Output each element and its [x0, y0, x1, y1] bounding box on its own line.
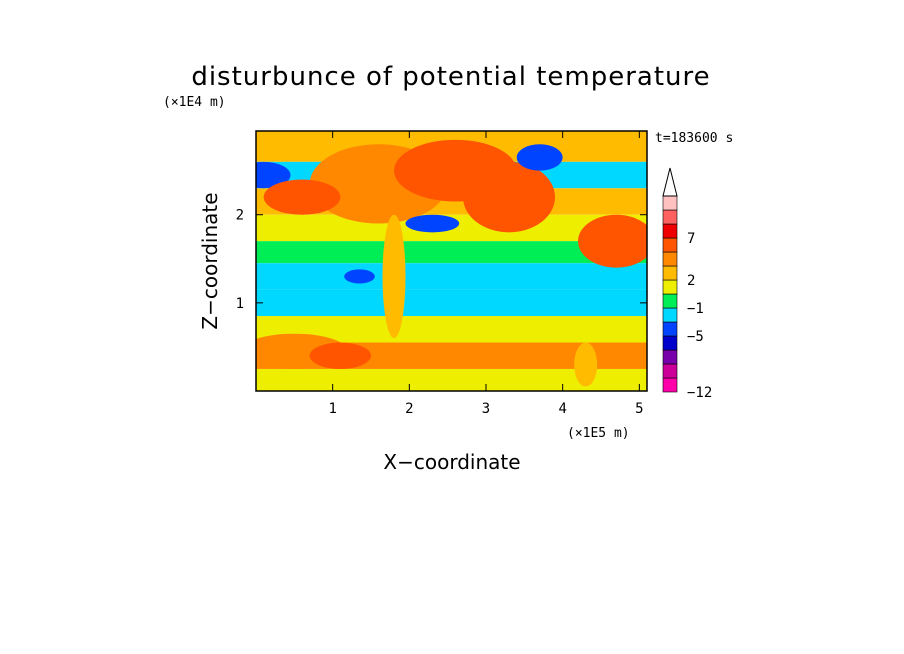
colorbar-extend-arrow: [662, 167, 678, 197]
x-tick-label: 5: [635, 401, 643, 417]
heatmap-band: [256, 241, 647, 264]
heatmap-band: [256, 289, 647, 317]
x-scale-label: (×1E5 m): [567, 426, 630, 441]
colorbar-swatch: [662, 251, 678, 267]
heatmap-field: [256, 131, 647, 391]
x-tick-label: 2: [405, 401, 413, 417]
heatmap-feature: [405, 214, 460, 233]
x-tick-label: 3: [482, 401, 490, 417]
colorbar-swatch: [662, 223, 678, 239]
colorbar-swatch: [662, 335, 678, 351]
colorbar-label: −5: [687, 329, 704, 345]
heatmap-band: [256, 368, 647, 391]
y-tick-label: 1: [236, 296, 244, 312]
heatmap-feature: [516, 144, 563, 171]
colorbar-swatch: [662, 209, 678, 225]
x-axis: 1 2 3 4 5: [328, 131, 644, 417]
plot-frame: [255, 130, 648, 392]
colorbar-swatch: [662, 279, 678, 295]
heatmap-feature: [382, 214, 406, 339]
x-tick-label: 4: [558, 401, 566, 417]
y-axis-label: Z−coordinate: [198, 192, 222, 329]
colorbar-swatch: [662, 363, 678, 379]
colorbar-label: −1: [687, 301, 704, 317]
time-label: t=183600 s: [655, 131, 733, 146]
colorbar-swatch: [662, 293, 678, 309]
colorbar-swatch: [662, 377, 678, 393]
colorbar: −12−5−127: [662, 167, 712, 401]
heatmap-feature: [578, 214, 647, 268]
y-tick-label: 2: [236, 208, 244, 224]
x-tick-label: 1: [328, 401, 336, 417]
heatmap-feature: [256, 161, 291, 189]
heatmap-feature: [263, 179, 341, 215]
heatmap-band: [256, 263, 647, 290]
colorbar-swatch: [662, 321, 678, 337]
colorbar-swatch: [662, 237, 678, 253]
heatmap-feature: [574, 342, 598, 387]
colorbar-label: −12: [687, 385, 712, 401]
y-scale-label: (×1E4 m): [163, 95, 226, 110]
colorbar-label: 7: [687, 231, 695, 247]
colorbar-swatch: [662, 265, 678, 281]
colorbar-swatch: [662, 307, 678, 323]
colorbar-label: 2: [687, 273, 695, 289]
y-axis: 12: [236, 208, 647, 312]
chart-title: disturbunce of potential temperature: [191, 62, 710, 92]
heatmap-feature: [463, 161, 555, 233]
heatmap-feature: [344, 269, 375, 284]
x-axis-label: X−coordinate: [383, 450, 520, 474]
colorbar-swatch: [662, 349, 678, 365]
heatmap-feature: [309, 342, 372, 369]
colorbar-swatch: [662, 195, 678, 211]
